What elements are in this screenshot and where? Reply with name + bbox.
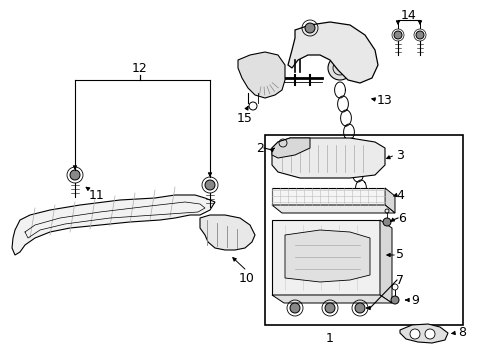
Circle shape (391, 296, 399, 304)
Polygon shape (238, 52, 285, 98)
Text: 1: 1 (326, 332, 334, 345)
Text: 6: 6 (398, 212, 406, 225)
Text: 3: 3 (396, 149, 404, 162)
Text: 9: 9 (411, 293, 419, 306)
Polygon shape (272, 138, 385, 178)
Text: 11: 11 (89, 189, 105, 202)
Text: 2: 2 (256, 141, 264, 154)
Circle shape (425, 329, 435, 339)
Circle shape (205, 180, 215, 190)
Circle shape (410, 329, 420, 339)
Polygon shape (285, 230, 370, 282)
Bar (265, 135, 463, 325)
Polygon shape (200, 215, 255, 250)
Circle shape (70, 170, 80, 180)
Circle shape (355, 303, 365, 313)
Circle shape (325, 303, 335, 313)
Polygon shape (12, 195, 215, 255)
Circle shape (394, 31, 402, 39)
Polygon shape (272, 188, 385, 205)
Polygon shape (400, 324, 448, 343)
Polygon shape (272, 138, 310, 158)
Polygon shape (288, 22, 378, 83)
Circle shape (290, 303, 300, 313)
Text: 13: 13 (377, 94, 393, 107)
Text: 7: 7 (396, 274, 404, 287)
Polygon shape (272, 205, 395, 213)
Circle shape (416, 31, 424, 39)
Text: 10: 10 (239, 271, 255, 284)
Polygon shape (380, 220, 392, 303)
Polygon shape (272, 295, 392, 303)
Circle shape (383, 218, 391, 226)
Circle shape (328, 56, 352, 80)
Text: 14: 14 (401, 9, 417, 22)
Text: 8: 8 (458, 327, 466, 339)
Text: 4: 4 (396, 189, 404, 202)
Text: 5: 5 (396, 248, 404, 261)
Polygon shape (272, 220, 380, 295)
Polygon shape (385, 188, 395, 213)
Text: 15: 15 (237, 112, 253, 125)
Text: 12: 12 (132, 62, 148, 75)
Circle shape (305, 23, 315, 33)
